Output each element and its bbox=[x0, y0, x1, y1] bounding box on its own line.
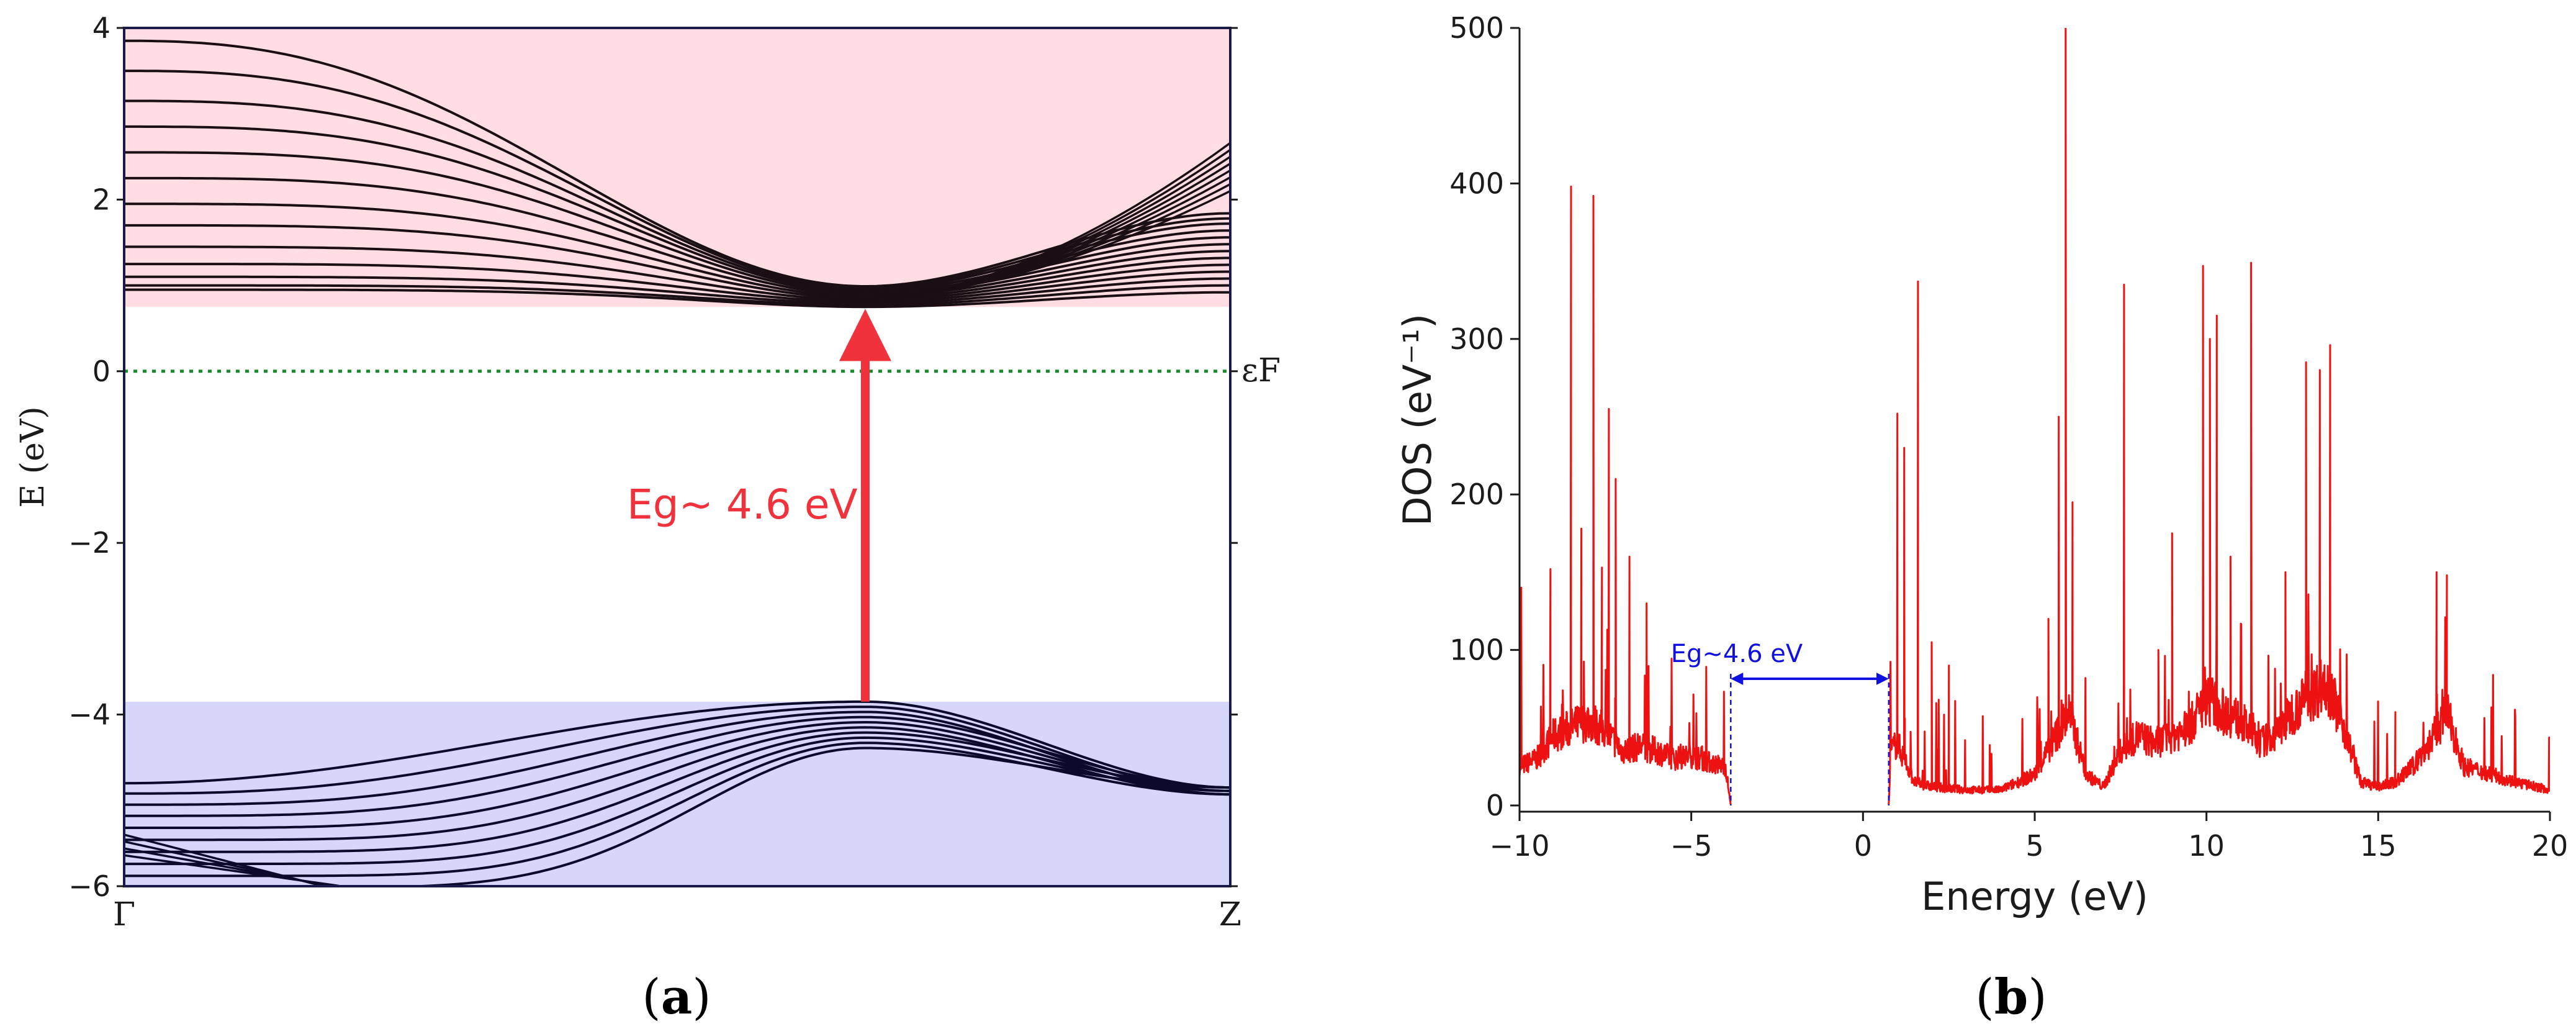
band-lines bbox=[124, 39, 1230, 886]
valence-band-branch bbox=[124, 854, 349, 886]
valence-band bbox=[124, 720, 1230, 829]
valence-band bbox=[124, 715, 1230, 817]
conduction-band bbox=[124, 39, 1230, 288]
y-tick-label: −2 bbox=[68, 526, 110, 560]
y-ticks-b: 0 100 200 300 400 500 bbox=[1449, 11, 1520, 822]
valence-band-region bbox=[124, 701, 1230, 886]
band-gap-marker-b bbox=[1730, 673, 1890, 805]
x-tick-label: 0 bbox=[1854, 829, 1872, 863]
dos-line bbox=[1520, 28, 2550, 804]
x-tick-label: −10 bbox=[1489, 829, 1549, 863]
band-structure-panel: 4 2 0 −2 −4 −6 Γ Z E (eV) εF Eg~ 4.6 eV bbox=[14, 11, 1281, 933]
conduction-band bbox=[124, 202, 1230, 298]
conduction-band bbox=[124, 245, 1230, 302]
y-tick-label: 100 bbox=[1449, 633, 1504, 667]
y-tick-label: 4 bbox=[92, 11, 110, 45]
band-regions bbox=[124, 28, 1230, 886]
conduction-band bbox=[124, 284, 1230, 307]
valence-band bbox=[124, 705, 1230, 795]
y-axis-label-b: DOS (eV⁻¹) bbox=[1395, 314, 1440, 526]
y-tick-label: 200 bbox=[1449, 478, 1504, 511]
conduction-band bbox=[124, 263, 1230, 303]
fermi-level-label: εF bbox=[1241, 352, 1281, 389]
x-tick-label: 15 bbox=[2360, 829, 2397, 863]
panel-label-b: (b) bbox=[1975, 969, 2047, 1025]
dos-panel: −10 −5 0 5 10 15 20 0 100 200 300 400 500 Eg~4.6 eV… bbox=[1395, 11, 2568, 919]
y-tick-label: 300 bbox=[1449, 322, 1504, 356]
x-tick-label: 10 bbox=[2188, 829, 2225, 863]
y-ticks-a: 4 2 0 −2 −4 −6 bbox=[68, 11, 1238, 903]
conduction-band bbox=[124, 176, 1230, 296]
x-tick-label: 20 bbox=[2532, 829, 2569, 863]
y-tick-label: −4 bbox=[68, 698, 110, 732]
conduction-band-branch bbox=[898, 142, 1230, 296]
band-gap-label-b: Eg~4.6 eV bbox=[1671, 640, 1803, 668]
x-axis-label-b: Energy (eV) bbox=[1921, 874, 2148, 919]
x-tick-label: 5 bbox=[2025, 829, 2043, 863]
conduction-band bbox=[124, 275, 1230, 305]
plot-axes-b bbox=[1518, 28, 2550, 813]
y-axis-label-a: E (eV) bbox=[14, 406, 52, 507]
y-tick-label: 0 bbox=[1486, 789, 1504, 822]
x-ticks-b: −10 −5 0 5 10 15 20 bbox=[1489, 812, 2568, 863]
x-point-z: Z bbox=[1219, 896, 1241, 933]
x-point-gamma: Γ bbox=[113, 896, 135, 933]
y-tick-label: 0 bbox=[92, 355, 110, 388]
valence-band bbox=[124, 731, 1230, 853]
dos-trace bbox=[1520, 28, 2550, 804]
y-tick-label: 2 bbox=[92, 183, 110, 216]
valence-band bbox=[372, 746, 1230, 886]
band-gap-label-a: Eg~ 4.6 eV bbox=[627, 481, 858, 528]
y-tick-label: 400 bbox=[1449, 166, 1504, 200]
y-tick-label: 500 bbox=[1449, 11, 1504, 45]
conduction-band bbox=[124, 224, 1230, 300]
panel-label-a: (a) bbox=[642, 969, 711, 1025]
valence-band bbox=[124, 736, 1230, 866]
x-tick-label: −5 bbox=[1670, 829, 1713, 863]
plot-frame-a bbox=[123, 27, 1232, 887]
y-tick-label: −6 bbox=[68, 869, 110, 903]
conduction-band bbox=[124, 288, 1230, 309]
valence-band bbox=[124, 700, 1230, 789]
